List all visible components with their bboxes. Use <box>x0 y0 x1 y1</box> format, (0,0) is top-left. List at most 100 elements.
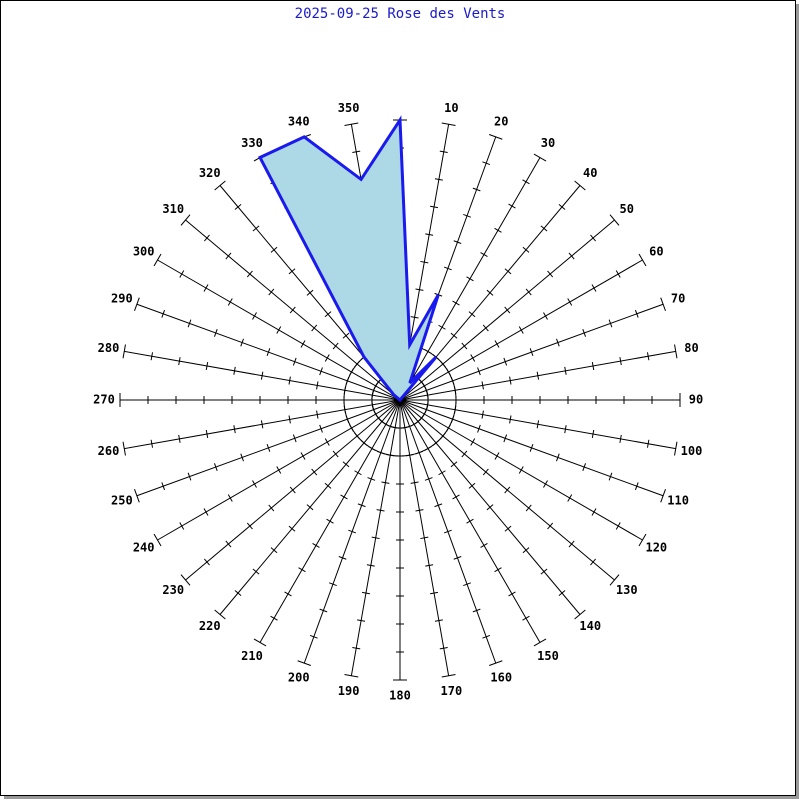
tick-mark <box>477 367 481 376</box>
tick-mark <box>386 453 395 457</box>
tick-mark <box>439 360 446 368</box>
tick-mark <box>508 203 516 209</box>
tick-mark <box>619 357 622 366</box>
tick-mark <box>324 482 332 489</box>
tick-mark <box>134 489 140 503</box>
tick-mark <box>509 415 512 424</box>
tick-mark <box>205 430 209 439</box>
tick-mark <box>486 504 494 511</box>
tick-mark <box>547 270 554 278</box>
tick-mark <box>203 284 209 292</box>
tick-mark <box>522 615 530 621</box>
tick-mark <box>434 619 443 622</box>
direction-label: 130 <box>616 583 638 597</box>
tick-mark <box>292 357 297 366</box>
tick-mark <box>468 311 476 318</box>
tick-mark <box>253 638 267 647</box>
tick-mark <box>634 309 639 318</box>
tick-mark <box>270 615 278 621</box>
tick-mark <box>348 529 357 534</box>
tick-mark <box>615 270 621 278</box>
tick-mark <box>225 540 232 548</box>
tick-mark <box>289 486 296 494</box>
tick-mark <box>122 344 126 359</box>
tick-mark <box>590 558 596 566</box>
tick-mark <box>466 276 474 282</box>
tick-mark <box>438 324 446 330</box>
tick-mark <box>591 508 597 516</box>
tick-mark <box>646 439 650 448</box>
tick-mark <box>430 205 439 209</box>
tick-mark <box>590 234 596 242</box>
tick-mark <box>227 298 233 306</box>
tick-mark <box>270 547 278 554</box>
tick-mark <box>450 332 458 339</box>
chart-title: 2025-09-25 Rose des Vents <box>295 6 506 22</box>
tick-mark <box>558 590 566 596</box>
tick-mark <box>161 309 166 318</box>
tick-mark <box>234 590 242 596</box>
tick-mark <box>430 591 439 595</box>
tick-mark <box>477 424 481 433</box>
tick-mark <box>582 463 587 471</box>
tick-mark <box>234 204 242 210</box>
tick-mark <box>204 558 210 566</box>
tick-mark <box>568 540 575 548</box>
tick-mark <box>424 477 433 481</box>
tick-mark <box>357 503 366 508</box>
tick-mark <box>153 533 162 547</box>
tick-mark <box>300 340 306 348</box>
tick-mark <box>424 349 432 354</box>
tick-mark <box>180 574 191 586</box>
direction-label: 270 <box>93 393 115 407</box>
tick-mark <box>439 646 448 650</box>
tick-mark <box>591 430 595 439</box>
tick-mark <box>660 297 666 311</box>
tick-mark <box>270 246 278 253</box>
tick-mark <box>494 567 502 573</box>
tick-mark <box>338 556 347 560</box>
tick-mark <box>227 494 233 502</box>
tick-mark <box>266 348 271 357</box>
tick-mark <box>608 319 613 328</box>
tick-mark <box>225 252 232 260</box>
direction-label: 320 <box>199 166 221 180</box>
tick-mark <box>591 361 595 370</box>
tick-mark <box>179 270 185 278</box>
tick-mark <box>371 536 380 540</box>
tick-mark <box>466 518 474 524</box>
tick-mark <box>298 567 306 573</box>
tick-mark <box>463 213 471 218</box>
tick-mark <box>178 434 181 443</box>
tick-mark <box>134 297 140 311</box>
tick-mark <box>306 289 314 296</box>
tick-mark <box>453 240 462 244</box>
tick-mark <box>529 443 534 452</box>
tick-mark <box>252 480 257 488</box>
tick-mark <box>316 381 319 390</box>
direction-label: 20 <box>494 114 508 128</box>
tick-mark <box>179 522 185 530</box>
tick-mark <box>415 509 424 512</box>
tick-mark <box>268 504 275 512</box>
tick-mark <box>453 405 457 414</box>
tick-mark <box>349 368 354 376</box>
tick-mark <box>481 410 484 419</box>
tick-mark <box>482 634 491 639</box>
tick-mark <box>638 533 647 547</box>
tick-mark <box>468 482 476 489</box>
direction-label: 10 <box>444 101 458 115</box>
tick-mark <box>326 518 334 524</box>
direction-label: 210 <box>241 649 263 663</box>
tick-mark <box>543 312 548 320</box>
tick-mark <box>452 300 460 306</box>
wind-area <box>257 115 440 403</box>
direction-label: 150 <box>537 649 559 663</box>
tick-mark <box>482 324 489 332</box>
tick-mark <box>504 306 511 314</box>
tick-mark <box>638 253 647 267</box>
tick-mark <box>450 415 455 424</box>
tick-mark <box>567 494 573 502</box>
tick-mark <box>366 564 375 567</box>
